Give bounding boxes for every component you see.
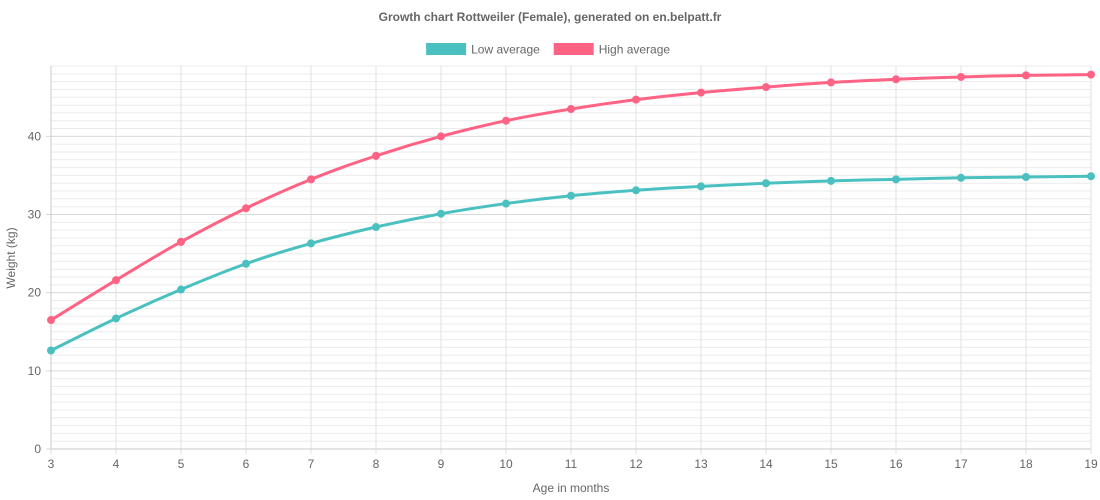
low-average-point [112,314,120,323]
x-tick-label: 5 [178,457,185,471]
x-tick-label: 10 [499,457,513,471]
high-average-point [242,204,250,213]
x-tick-label: 9 [438,457,445,471]
chart-title: Growth chart Rottweiler (Female), genera… [379,10,722,24]
legend-label-high-average: High average [599,43,671,57]
x-axis-title: Age in months [533,481,610,495]
high-average-point [372,151,380,160]
y-tick-label: 40 [28,129,42,143]
high-average-point [697,88,705,97]
legend-item-high-average: High average [553,43,671,57]
y-tick-label: 20 [28,286,42,300]
high-average-point [632,95,640,104]
low-average-point [762,179,770,188]
low-average-point [47,346,55,355]
low-average-point [372,223,380,232]
y-tick-label: 10 [28,364,42,378]
x-tick-label: 4 [113,457,120,471]
x-tick-label: 14 [759,457,773,471]
legend-label-low-average: Low average [471,43,540,57]
x-tick-label: 16 [889,457,903,471]
low-average-point [177,285,185,294]
high-average-point [1022,71,1030,80]
high-average-point [502,116,510,125]
high-average-point [307,175,315,184]
x-tick-label: 13 [694,457,708,471]
high-average-point [177,237,185,246]
high-average-point [567,104,575,113]
x-tick-label: 15 [824,457,838,471]
x-tick-label: 6 [243,457,250,471]
high-average-point [957,72,965,81]
x-tick-label: 11 [565,457,578,471]
low-average-point [307,239,315,248]
low-average-point [827,176,835,185]
low-average-point [892,175,900,184]
high-average-point [112,276,120,285]
low-average-point [502,199,510,208]
low-average-point [437,209,445,218]
y-axis-title: Weight (kg) [4,227,18,288]
legend-swatch-high-average [553,43,594,55]
low-average-point [1022,172,1030,181]
y-tick-label: 30 [28,208,42,222]
series-layer [47,70,1095,355]
low-average-point [1087,172,1095,181]
x-tick-label: 7 [308,457,315,471]
high-average-point [762,83,770,92]
high-average-point [1087,70,1095,79]
legend: Low average High average [426,43,670,57]
y-tick-label: 0 [34,442,41,456]
axes: 3 4 5 6 7 8 9 10 11 12 13 14 15 16 17 18 19 0 10 20 30 40 [28,66,1098,471]
x-tick-label: 18 [1019,457,1033,471]
high-average-point [892,75,900,84]
high-average-point [437,132,445,141]
high-average-point [827,78,835,87]
x-tick-label: 3 [48,457,55,471]
x-tick-label: 17 [954,457,968,471]
legend-item-low-average: Low average [426,43,540,57]
high-average-point [47,316,55,325]
x-tick-label: 12 [629,457,643,471]
low-average-point [567,191,575,200]
low-average-point [957,173,965,182]
grid [46,65,1092,454]
legend-swatch-low-average [426,43,467,55]
x-tick-label: 8 [373,457,380,471]
x-tick-label: 19 [1084,457,1098,471]
low-average-point [632,186,640,195]
low-average-point [697,182,705,191]
low-average-point [242,259,250,268]
